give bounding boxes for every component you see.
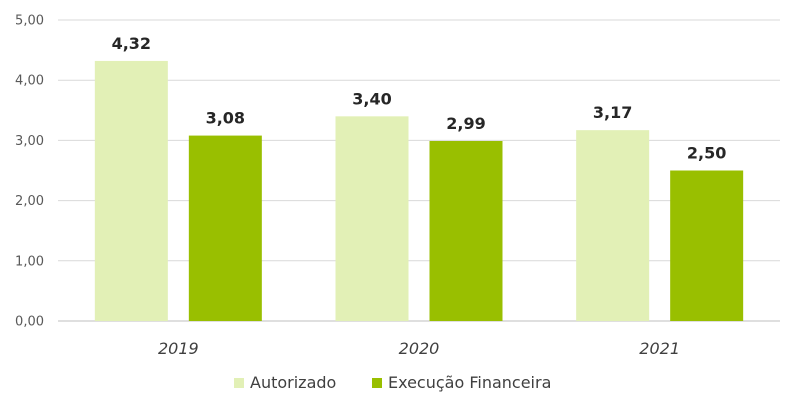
y-tick-label: 5,00 [15,14,44,29]
legend-label: Execução Financeira [388,373,551,392]
data-labels: 4,32 3,08 3,40 2,99 3,17 2,50 [112,34,727,163]
bar-execu-o-financeira-2020 [429,141,503,321]
legend-swatch [372,378,382,388]
data-label: 3,17 [593,103,632,122]
data-label: 4,32 [112,34,151,53]
y-axis-tick-labels: 0,00 1,00 2,00 3,00 4,00 5,00 [15,14,44,330]
legend: Autorizado Execução Financeira [234,373,551,392]
bars [94,60,744,321]
y-tick-label: 4,00 [15,74,44,89]
x-category-label: 2019 [158,339,199,358]
legend-label: Autorizado [250,373,336,392]
y-tick-label: 0,00 [15,315,44,330]
data-label: 3,40 [352,89,391,108]
bar-autorizado-2021 [576,130,650,321]
bar-autorizado-2020 [335,116,409,321]
y-tick-label: 2,00 [15,194,44,209]
bar-execu-o-financeira-2021 [670,170,744,321]
y-tick-label: 3,00 [15,134,44,149]
data-label: 2,50 [687,144,726,163]
x-category-label: 2021 [639,339,680,358]
data-label: 3,08 [206,109,245,128]
data-label: 2,99 [446,114,485,133]
y-tick-label: 1,00 [15,254,44,269]
bar-autorizado-2019 [94,60,168,321]
legend-swatch [234,378,244,388]
x-axis-category-labels: 2019 2020 2021 [158,339,680,358]
x-category-label: 2020 [399,339,440,358]
grid-lines [58,19,780,322]
bar-execu-o-financeira-2019 [188,135,262,321]
